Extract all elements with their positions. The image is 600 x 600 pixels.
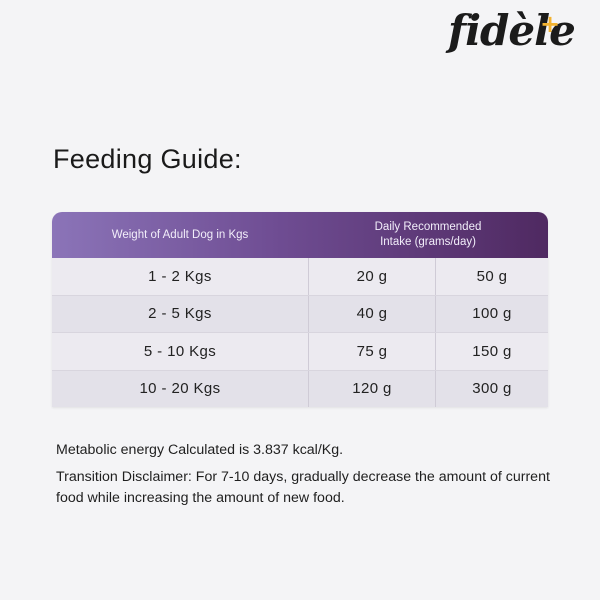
feeding-table: Weight of Adult Dog in Kgs Daily Recomme… bbox=[52, 212, 548, 407]
brand-plus-mark: + bbox=[540, 10, 560, 38]
table-row: 5 - 10 Kgs 75 g 150 g bbox=[52, 332, 548, 370]
table-row: 2 - 5 Kgs 40 g 100 g bbox=[52, 294, 548, 332]
intake-min-cell: 120 g bbox=[308, 370, 435, 407]
notes: Metabolic energy Calculated is 3.837 kca… bbox=[56, 440, 556, 515]
header-weight: Weight of Adult Dog in Kgs bbox=[111, 229, 249, 241]
intake-max-cell: 300 g bbox=[435, 370, 548, 407]
weight-cell: 10 - 20 Kgs bbox=[139, 380, 221, 398]
intake-min-cell: 40 g bbox=[308, 295, 435, 332]
intake-min-cell: 20 g bbox=[308, 258, 435, 295]
weight-cell: 2 - 5 Kgs bbox=[148, 305, 212, 323]
weight-cell: 1 - 2 Kgs bbox=[148, 267, 212, 285]
transition-disclaimer: Transition Disclaimer: For 7-10 days, gr… bbox=[56, 469, 550, 506]
brand-logo: fidèle + bbox=[448, 6, 576, 55]
energy-note: Metabolic energy Calculated is 3.837 kca… bbox=[56, 442, 344, 458]
intake-max-cell: 100 g bbox=[435, 295, 548, 332]
weight-cell: 5 - 10 Kgs bbox=[143, 342, 217, 360]
intake-max-cell: 150 g bbox=[435, 333, 548, 370]
table-row: 10 - 20 Kgs 120 g 300 g bbox=[52, 369, 548, 407]
page-title: Feeding Guide: bbox=[53, 144, 242, 174]
table-row: 1 - 2 Kgs 20 g 50 g bbox=[52, 258, 548, 295]
brand-name: fidèle bbox=[448, 6, 576, 55]
intake-min-cell: 75 g bbox=[308, 333, 435, 370]
header-intake: Daily Recommended Intake (grams/day) bbox=[308, 212, 548, 258]
header-intake-label: Daily Recommended Intake (grams/day) bbox=[374, 221, 482, 248]
table-header: Weight of Adult Dog in Kgs Daily Recomme… bbox=[52, 212, 548, 258]
intake-max-cell: 50 g bbox=[435, 258, 548, 295]
